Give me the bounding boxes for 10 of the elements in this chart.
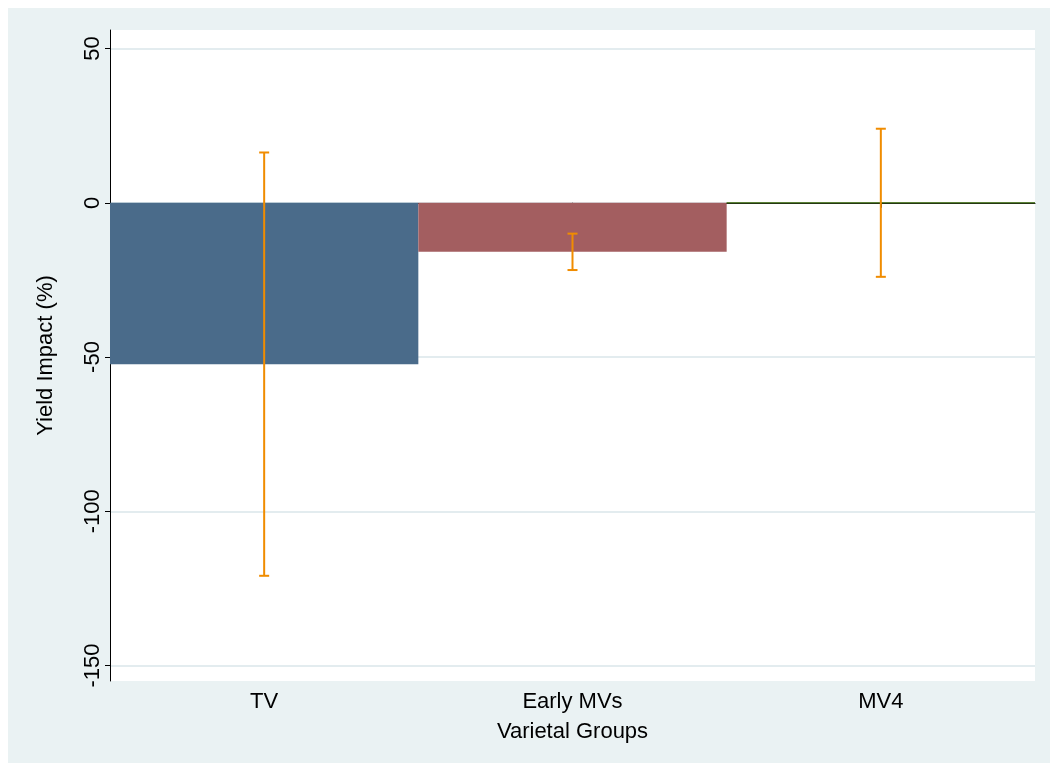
x-tick-label: Early MVs <box>522 687 623 713</box>
x-tick-label: TV <box>250 687 279 713</box>
y-tick-label: -50 <box>78 341 104 373</box>
x-axis-title: Varietal Groups <box>496 717 649 743</box>
y-axis-title: Yield Impact (%) <box>31 275 57 436</box>
y-tick-label: 0 <box>78 196 104 209</box>
y-tick-label: 50 <box>78 36 104 61</box>
x-tick-label: MV4 <box>858 687 904 713</box>
y-tick-label: -100 <box>78 489 104 534</box>
y-tick-label: -150 <box>78 643 104 688</box>
